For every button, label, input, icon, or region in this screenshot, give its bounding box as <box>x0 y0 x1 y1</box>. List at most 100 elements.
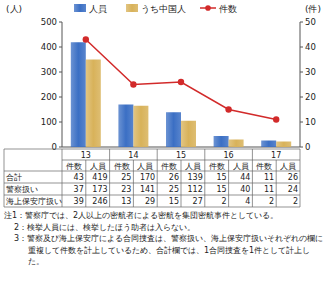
table-cell: 4 <box>245 197 250 206</box>
table-year: 14 <box>128 151 138 160</box>
y2-tick-label: 20 <box>305 92 316 102</box>
table-border <box>133 160 134 207</box>
table-year: 17 <box>271 151 281 160</box>
table-border <box>204 149 205 207</box>
legend-swatch <box>74 4 86 12</box>
table-subheader: 件数 <box>114 162 130 171</box>
table-cell: 15 <box>216 185 226 194</box>
y2-tick <box>300 147 303 148</box>
y2-tick <box>300 122 303 123</box>
table-subheader: 件数 <box>66 162 82 171</box>
table-cell: 25 <box>121 173 131 182</box>
table-row-label: 海上保安庁扱い <box>6 197 62 206</box>
table-subheader: 人員 <box>233 162 249 171</box>
table-border <box>181 160 182 207</box>
table-border <box>4 195 300 196</box>
table-cell: 26 <box>169 173 179 182</box>
bar <box>133 106 148 147</box>
marker <box>130 81 136 87</box>
y2-axis-label: (件) <box>305 4 321 14</box>
marker <box>225 106 231 112</box>
table-border <box>228 160 229 207</box>
y-tick-label: 100 <box>41 117 57 127</box>
table-subheader: 件数 <box>161 162 177 171</box>
table-cell: 112 <box>188 185 203 194</box>
bar <box>118 105 133 148</box>
bar <box>181 121 196 147</box>
table-row-label: 合計 <box>6 173 22 182</box>
table-border <box>252 149 253 207</box>
bar <box>229 140 244 148</box>
legend-label: 件数 <box>219 4 237 14</box>
y2-tick <box>300 72 303 73</box>
y-axis-label: (人) <box>6 4 22 14</box>
y-tick-label: 200 <box>41 92 57 102</box>
table-cell: 419 <box>92 173 107 182</box>
table-cell: 13 <box>121 197 131 206</box>
y2-axis <box>300 22 301 147</box>
table-year: 13 <box>81 151 91 160</box>
table-border <box>85 160 86 207</box>
table-subheader: 件数 <box>256 162 272 171</box>
table-cell: 2 <box>293 197 298 206</box>
bar <box>276 142 291 148</box>
y2-tick-label: 10 <box>305 117 316 127</box>
y-tick <box>59 122 62 123</box>
y2-tick-label: 30 <box>305 67 316 77</box>
note: 3：警察及び海上保安庁による合同捜査は、警察扱い、海上保安庁扱いそれぞれの欄に重… <box>4 233 324 268</box>
table-subheader: 人員 <box>280 162 296 171</box>
table-border <box>276 160 277 207</box>
table-year: 16 <box>224 151 234 160</box>
plot-area <box>71 36 291 147</box>
table-cell: 170 <box>140 173 155 182</box>
table-cell: 141 <box>140 185 155 194</box>
table-cell: 40 <box>240 185 250 194</box>
y-tick <box>59 22 62 23</box>
legend-label: うち中国人 <box>141 4 186 14</box>
y2-tick <box>300 47 303 48</box>
marker <box>178 79 184 85</box>
y-tick-label: 0 <box>52 142 57 152</box>
table-cell: 15 <box>169 197 179 206</box>
table-cell: 44 <box>240 173 250 182</box>
table-border <box>300 149 301 207</box>
table-border <box>109 149 110 207</box>
legend-swatch <box>205 5 211 11</box>
table-border <box>4 149 5 207</box>
bar <box>71 42 86 147</box>
bar <box>86 60 101 148</box>
y-tick-label: 300 <box>41 67 57 77</box>
table-year: 15 <box>176 151 186 160</box>
y2-tick <box>300 97 303 98</box>
table-cell: 11 <box>264 185 274 194</box>
marker <box>83 36 89 42</box>
y2-tick <box>300 22 303 23</box>
y-tick-label: 500 <box>41 17 57 27</box>
y2-tick-label: 40 <box>305 42 316 52</box>
bar <box>261 141 276 148</box>
table-border <box>4 207 300 208</box>
y-tick <box>59 147 62 148</box>
note: 注1：警察庁では、2人以上の密航者による密航を集団密航事件としている。 <box>4 210 324 222</box>
legend-label: 人員 <box>89 4 107 14</box>
marker <box>273 116 279 122</box>
table-cell: 39 <box>74 197 84 206</box>
bar <box>166 112 181 147</box>
y2-tick-label: 0 <box>305 142 310 152</box>
table-cell: 139 <box>188 173 203 182</box>
table-cell: 43 <box>74 173 84 182</box>
table-subheader: 件数 <box>209 162 225 171</box>
table-subheader: 人員 <box>137 162 153 171</box>
table-border <box>157 149 158 207</box>
y-tick-label: 400 <box>41 42 57 52</box>
table-cell: 26 <box>288 173 298 182</box>
table-cell: 23 <box>121 185 131 194</box>
line <box>86 40 276 120</box>
table-subheader: 人員 <box>90 162 106 171</box>
y-tick <box>59 72 62 73</box>
y2-tick-label: 50 <box>305 17 316 27</box>
table-border <box>4 171 300 172</box>
table-cell: 37 <box>74 185 84 194</box>
table-row-label: 警察扱い <box>6 185 38 194</box>
table-cell: 11 <box>264 173 274 182</box>
